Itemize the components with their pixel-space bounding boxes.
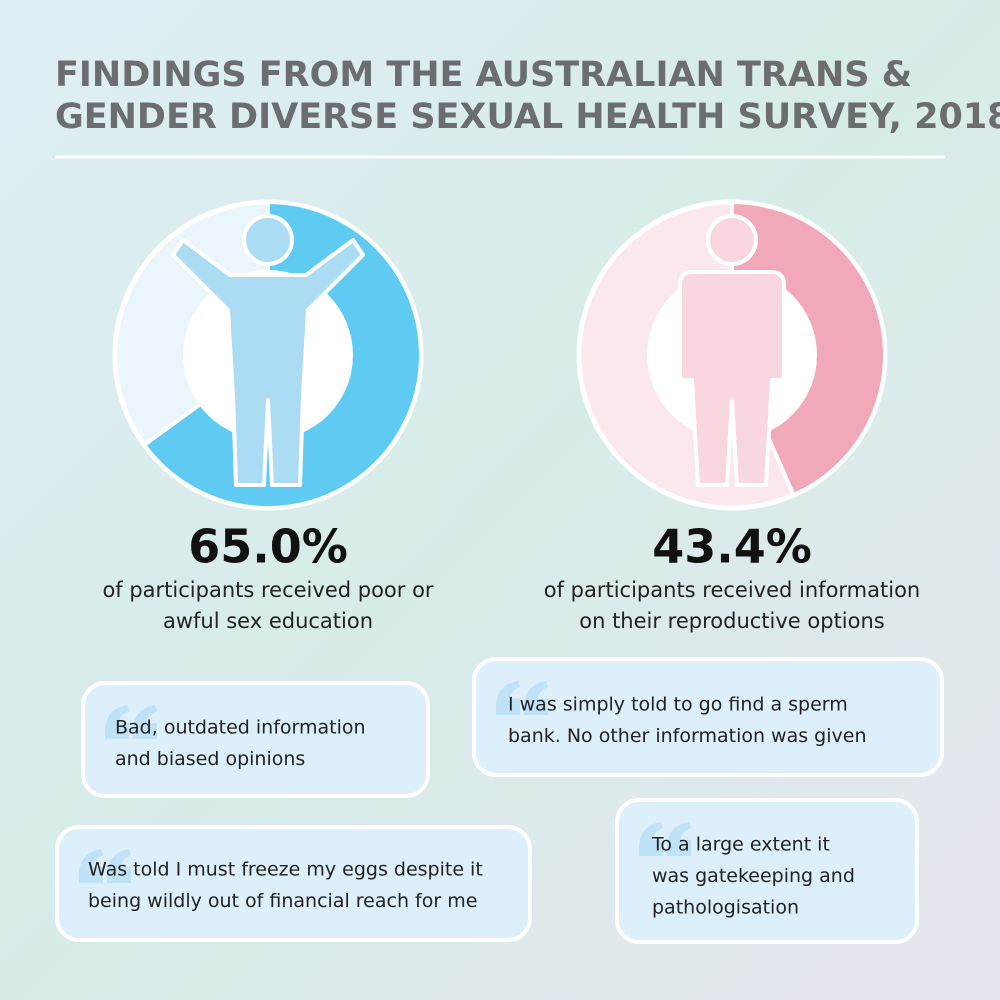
quote-text: and biased opinions (115, 748, 305, 770)
title-line: GENDER DIVERSE SEXUAL HEALTH SURVEY, 201… (55, 97, 1000, 137)
stat-percent: 65.0% (188, 520, 348, 574)
quote-text: was gatekeeping and (652, 865, 855, 887)
stat-description: of participants received poor or (102, 578, 433, 602)
quote-text: bank. No other information was given (508, 725, 867, 747)
quote-text: To a large extent it (651, 834, 830, 856)
person-icon (678, 214, 786, 487)
quote-text: pathologisation (652, 897, 799, 919)
title-line: FINDINGS FROM THE AUSTRALIAN TRANS & (55, 55, 912, 95)
stat-description: awful sex education (163, 609, 373, 633)
person-body (171, 238, 365, 487)
person-body (678, 270, 786, 487)
person-head (706, 214, 758, 266)
quote-box (615, 798, 919, 944)
quote-mark (639, 822, 691, 856)
quote-box (81, 681, 430, 798)
quote-text: Bad, outdated information (115, 717, 366, 739)
quote-box (55, 825, 532, 942)
person-head (242, 214, 294, 266)
quote-mark (79, 849, 131, 883)
person-icon (171, 214, 365, 487)
quote-mark (496, 681, 548, 715)
quote-text: I was simply told to go find a sperm (508, 694, 848, 716)
quote-text: Was told I must freeze my eggs despite i… (88, 859, 483, 881)
stat-description: of participants received information (544, 578, 921, 602)
quote-text: being wildly out of financial reach for … (88, 890, 477, 912)
quote-box (472, 657, 944, 777)
quote-mark (105, 705, 157, 739)
stat-percent: 43.4% (652, 520, 812, 574)
stat-description: on their reproductive options (579, 609, 885, 633)
